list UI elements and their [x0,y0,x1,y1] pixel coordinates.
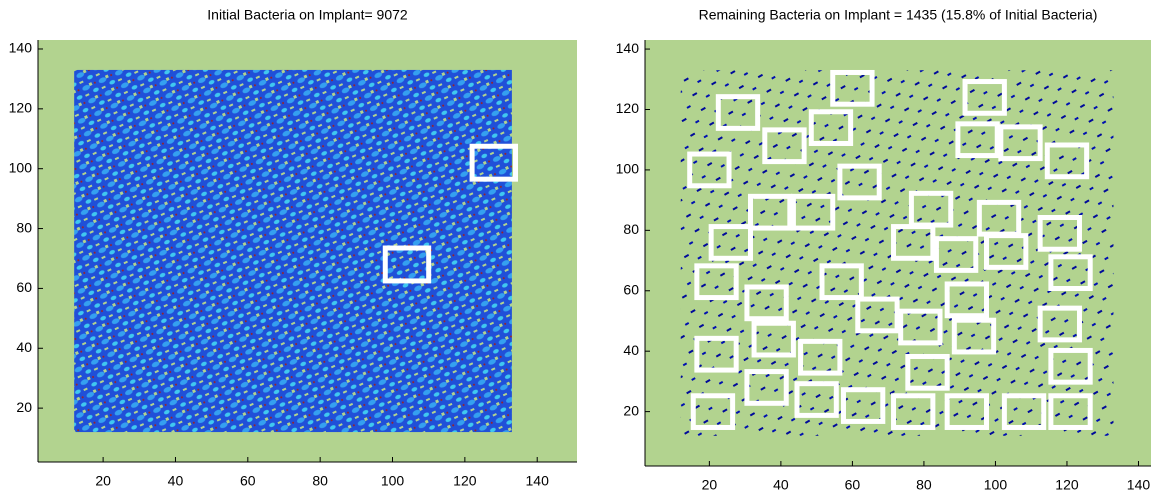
axes: 20 40 60 80 100 120 140 20 40 60 80 100 120 140 Initia… [9,7,577,489]
page: 20 40 60 80 100 120 140 20 40 60 80 100 120 140 Initia… [0,0,1151,501]
x-tick-label: 20 [702,477,718,493]
x-tick-label: 60 [240,473,256,489]
x-tick-label: 140 [1127,477,1151,493]
y-tick-label: 140 [616,40,640,56]
y-tick-label: 120 [616,100,640,116]
y-tick-label: 80 [16,219,32,235]
x-tick-label: 100 [984,477,1008,493]
y-tick-label: 40 [16,339,32,355]
y-tick-label: 20 [16,399,32,415]
y-tick-label: 100 [616,161,640,177]
axes: 20 40 60 80 100 120 140 20 40 60 80 100 120 140 Remain… [616,7,1151,493]
x-tick-label: 120 [453,473,477,489]
plot-area [38,40,577,462]
y-tick-label: 80 [623,221,639,237]
x-tick-label: 40 [168,473,184,489]
x-tick-label: 20 [95,473,111,489]
x-tick-label: 60 [845,477,861,493]
y-tick-label: 60 [16,279,32,295]
x-tick-label: 80 [312,473,328,489]
x-tick-label: 120 [1055,477,1079,493]
plot-area [645,40,1151,466]
y-tick-label: 100 [9,159,33,175]
chart-title: Remaining Bacteria on Implant = 1435 (15… [699,7,1098,23]
x-tick-label: 140 [526,473,550,489]
y-tick-label: 20 [623,402,639,418]
y-tick-label: 120 [9,100,33,116]
y-tick-label: 60 [623,281,639,297]
chart-title: Initial Bacteria on Implant= 9072 [207,7,408,23]
bacteria-texture [74,70,512,432]
y-tick-label: 140 [9,40,33,56]
x-tick-label: 100 [381,473,405,489]
y-tick-label: 40 [623,342,639,358]
x-tick-label: 80 [916,477,932,493]
x-tick-label: 40 [773,477,789,493]
figure: 20 40 60 80 100 120 140 20 40 60 80 100 120 140 Initia… [0,0,1151,496]
